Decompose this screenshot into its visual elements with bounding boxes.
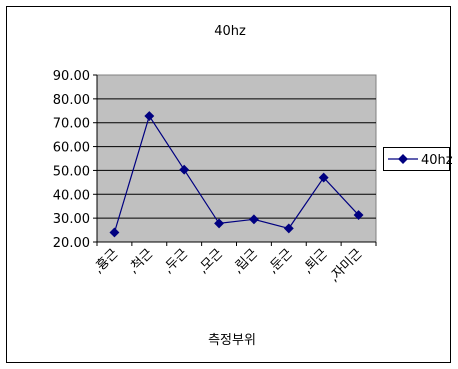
plot-area — [96, 74, 377, 243]
y-tick-label: 20.00 — [53, 236, 90, 251]
data-point — [214, 218, 225, 229]
y-tick-label: 70.00 — [53, 117, 90, 132]
y-tick-label: 40.00 — [53, 188, 90, 203]
data-point — [179, 164, 190, 175]
data-point — [109, 227, 120, 238]
legend-label: 40hz — [421, 153, 453, 168]
y-tick-label: 60.00 — [53, 141, 90, 156]
data-point — [318, 172, 329, 183]
series-40hz — [109, 111, 364, 238]
series-line — [113, 114, 360, 233]
legend: 40hz — [383, 147, 453, 171]
data-point — [144, 111, 155, 121]
data-point — [248, 214, 259, 225]
y-axis-tick-labels: 20.00 30.00 40.00 50.00 60.00 70.00 80.00 90.00 — [53, 69, 90, 251]
data-point — [353, 210, 364, 220]
x-axis-title: 측정부위 — [208, 333, 256, 348]
legend-marker — [398, 154, 408, 164]
gridlines — [93, 74, 376, 243]
y-tick-label: 50.00 — [53, 164, 90, 179]
y-tick-label: 90.00 — [53, 69, 90, 84]
data-point — [283, 223, 294, 234]
y-tick-label: 80.00 — [53, 93, 90, 108]
y-tick-label: 30.00 — [53, 212, 90, 227]
chart-title: 40hz — [214, 24, 246, 39]
